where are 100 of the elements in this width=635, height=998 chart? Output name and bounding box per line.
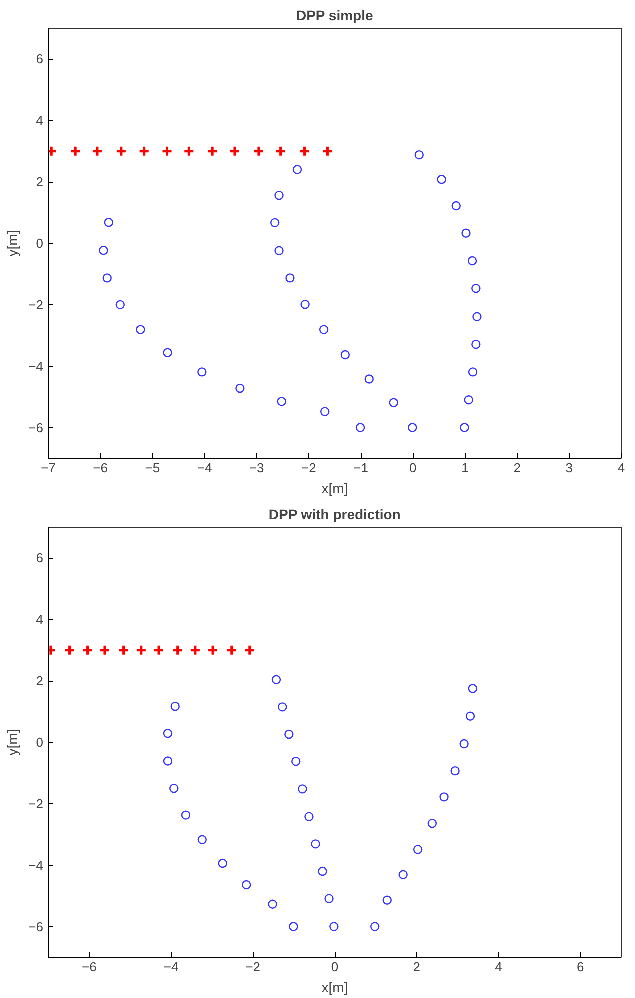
x-tick-label: −6 <box>82 960 97 974</box>
point <box>102 274 112 283</box>
point <box>226 644 238 656</box>
y-tick-label: 2 <box>36 174 44 190</box>
point <box>450 766 460 776</box>
x-tick-label: −2 <box>302 460 316 476</box>
point <box>466 712 476 721</box>
point <box>70 146 82 158</box>
point <box>472 284 481 294</box>
point <box>274 190 284 200</box>
point <box>116 146 128 158</box>
x-tick-label: 1 <box>462 460 469 476</box>
point <box>292 165 302 174</box>
x-tick-label: −5 <box>145 460 160 476</box>
point <box>437 175 446 184</box>
point <box>99 246 108 256</box>
point <box>414 150 424 160</box>
point <box>163 348 172 358</box>
point <box>92 146 104 158</box>
x-tick-label: 3 <box>566 460 574 476</box>
y-axis-title: y[m] <box>4 230 21 257</box>
point <box>190 644 202 656</box>
point <box>364 374 374 384</box>
point <box>440 792 449 802</box>
point <box>320 407 330 416</box>
point <box>138 146 150 158</box>
x-tick-label: −4 <box>197 460 212 476</box>
point <box>464 396 474 405</box>
point <box>304 812 314 822</box>
point <box>468 368 478 377</box>
point <box>462 228 471 238</box>
y-tick-label: 2 <box>36 674 44 689</box>
y-tick-label: 0 <box>36 236 44 251</box>
point <box>198 835 207 844</box>
chart-title: DPP simple <box>296 8 374 24</box>
point <box>172 644 184 656</box>
point <box>170 784 179 794</box>
x-tick-label: −1 <box>354 460 368 476</box>
point <box>206 146 218 158</box>
point <box>207 644 219 656</box>
point <box>229 146 241 158</box>
x-tick-label: 2 <box>413 960 420 974</box>
x-tick-label: −4 <box>164 960 179 974</box>
point <box>118 644 130 656</box>
point <box>460 423 470 432</box>
point <box>268 900 278 909</box>
point <box>82 644 94 656</box>
point <box>300 300 310 310</box>
x-tick-label: −6 <box>93 460 108 476</box>
point <box>472 312 482 322</box>
point <box>274 246 284 256</box>
point <box>468 684 478 694</box>
point <box>218 858 228 868</box>
x-tick-label: 4 <box>495 960 502 974</box>
point <box>468 256 478 266</box>
point <box>311 840 320 849</box>
point <box>170 702 180 712</box>
point <box>408 423 418 432</box>
point <box>286 274 295 283</box>
x-tick-label: −7 <box>41 460 56 476</box>
point <box>389 398 398 408</box>
point <box>136 644 148 656</box>
x-axis-title: x[m] <box>322 980 348 996</box>
y-tick-label: 4 <box>36 612 44 628</box>
point <box>244 644 256 656</box>
y-tick-label: 6 <box>36 52 44 67</box>
point <box>253 146 265 158</box>
point <box>299 146 311 158</box>
point <box>183 146 195 158</box>
point <box>460 739 469 749</box>
y-tick-label: −2 <box>28 297 44 312</box>
point <box>136 325 146 334</box>
x-axis-title: x[m] <box>322 480 348 496</box>
point <box>275 146 287 158</box>
x-tick-label: 6 <box>576 960 584 974</box>
point <box>330 922 339 932</box>
point <box>284 730 294 740</box>
y-tick-label: −2 <box>28 796 44 812</box>
point <box>104 218 114 228</box>
y-tick-label: −4 <box>28 358 44 374</box>
y-tick-label: −4 <box>28 858 44 873</box>
point <box>292 756 301 766</box>
point <box>356 423 366 432</box>
x-tick-label: 4 <box>618 460 626 476</box>
point <box>324 894 334 904</box>
y-tick-label: −6 <box>28 919 44 934</box>
point <box>319 325 329 334</box>
x-tick-label: 0 <box>410 460 417 476</box>
point <box>452 201 461 211</box>
y-tick-label: 4 <box>36 113 44 128</box>
point <box>163 756 173 766</box>
point <box>278 702 288 712</box>
point <box>64 644 76 656</box>
point <box>289 922 298 932</box>
point <box>398 870 408 880</box>
point <box>116 300 125 310</box>
x-tick-label: 2 <box>514 460 521 476</box>
point <box>181 810 191 820</box>
point <box>162 146 174 158</box>
point <box>270 218 280 228</box>
